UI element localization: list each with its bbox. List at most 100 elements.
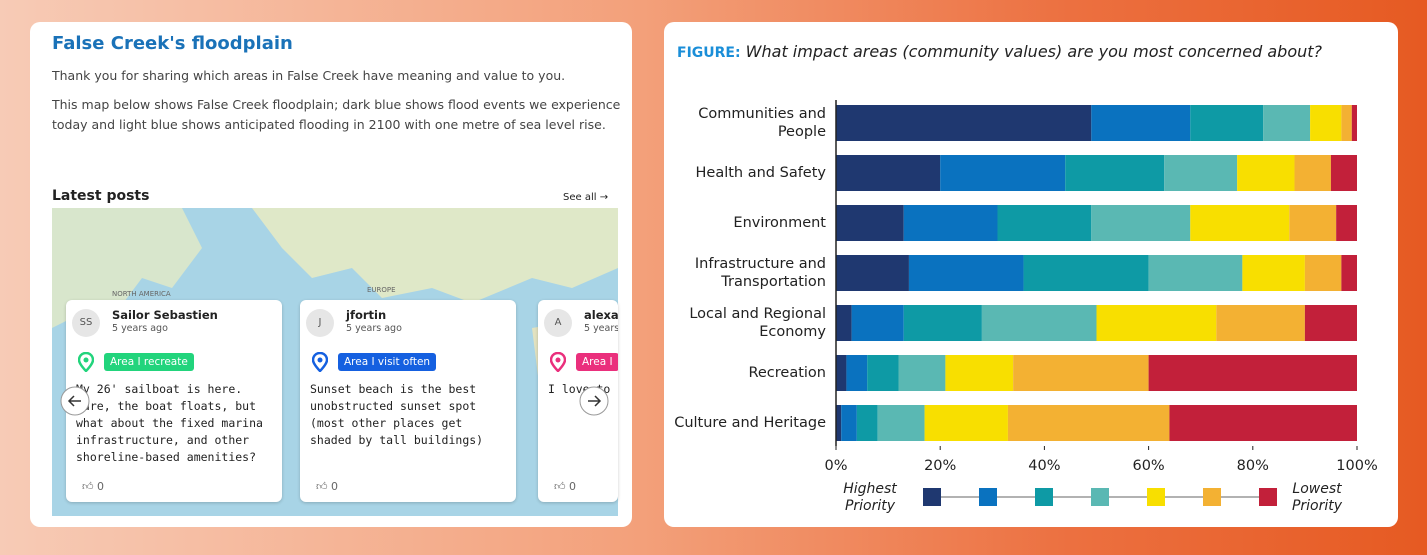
bar-segment (1190, 105, 1264, 141)
like-button[interactable]: 👍︎ 0 (82, 480, 104, 493)
map-label: EUROPE (367, 286, 396, 294)
chart-title: What impact areas (community values) are… (745, 42, 1323, 61)
bar-segment (997, 205, 1092, 241)
legend-swatch (1259, 488, 1277, 506)
like-count: 0 (331, 480, 338, 493)
paragraph: Thank you for sharing which areas in Fal… (52, 68, 566, 83)
y-tick-label: Environment (733, 215, 826, 231)
see-all-text: See all (563, 192, 597, 203)
area-tag: Area I visit often (338, 353, 437, 371)
bar-segment (1096, 305, 1217, 341)
bar-segment (1330, 155, 1357, 191)
post-card: SS Sailor Sebastien 5 years ago Area I recr… (66, 300, 282, 502)
bar-segment (1013, 355, 1149, 391)
bar-segment (836, 105, 1092, 141)
legend-swatch (1203, 488, 1221, 506)
bar-segment (836, 205, 904, 241)
legend-swatch (923, 488, 941, 506)
legend-swatch (1147, 488, 1165, 506)
section-heading: Latest posts (52, 188, 150, 204)
author-name: jfortin (346, 308, 387, 322)
map-land (52, 208, 202, 328)
bar-segment (877, 405, 925, 441)
bar-segment (846, 355, 868, 391)
like-button[interactable]: 👍︎ 0 (554, 480, 576, 493)
legend-swatch (1091, 488, 1109, 506)
bar-segment (1341, 255, 1357, 291)
pin-icon (550, 352, 566, 372)
bar-segment (903, 205, 998, 241)
figure-title: FIGURE: What impact areas (community val… (677, 42, 1377, 63)
bar-segment (981, 305, 1097, 341)
pin-icon (312, 352, 328, 372)
bar-segment (1304, 255, 1342, 291)
bar-segment (1237, 155, 1295, 191)
paragraph: This map below shows False Creek floodpl… (52, 97, 621, 132)
avatar: A (544, 309, 572, 337)
post-time: 5 years ago (584, 323, 618, 334)
bar-segment (1336, 205, 1357, 241)
bar-segment (1169, 405, 1357, 441)
bar-segment (1065, 155, 1165, 191)
bar-segment (836, 155, 941, 191)
x-tick-label: 0% (824, 458, 847, 474)
post-text: Sunset beach is the best unobstructed su… (310, 382, 484, 447)
bar-segment (924, 405, 1008, 441)
area-tag: Area I recreate (104, 353, 194, 371)
bar-segment (1023, 255, 1149, 291)
post-time: 5 years ago (346, 323, 402, 334)
bar-segment (1341, 105, 1352, 141)
bar-segment (1148, 255, 1243, 291)
bar-segment (1310, 105, 1342, 141)
bar-segment (841, 405, 857, 441)
y-tick-label: Infrastructure and Transportation (694, 256, 826, 290)
like-count: 0 (569, 480, 576, 493)
like-count: 0 (97, 480, 104, 493)
page-title: False Creek's floodplain (52, 33, 293, 54)
author-name: Sailor Sebastien (112, 308, 218, 322)
post-text: My 26' sailboat is here. Sure, the boat … (76, 382, 263, 464)
x-tick-label: 40% (1028, 458, 1060, 474)
bar-segment (903, 305, 982, 341)
bar-segment (1091, 105, 1191, 141)
pin-icon (78, 352, 94, 372)
legend-swatch (979, 488, 997, 506)
bar-segment (898, 355, 946, 391)
bar-segment (945, 355, 1014, 391)
bar-segment (940, 155, 1066, 191)
y-tick-label: Local and Regional Economy (689, 306, 826, 340)
see-all-link[interactable]: See all → (563, 192, 609, 203)
bar-segment (836, 305, 852, 341)
x-tick-label: 20% (924, 458, 956, 474)
x-tick-label: 80% (1237, 458, 1269, 474)
bar-segment (1164, 155, 1238, 191)
legend-swatch (1035, 488, 1053, 506)
bar-segment (1216, 305, 1305, 341)
bar-segment (1351, 105, 1357, 141)
bar-segment (836, 405, 842, 441)
like-button[interactable]: 👍︎ 0 (316, 480, 338, 493)
bar-segment (856, 405, 878, 441)
bar-segment (836, 355, 847, 391)
bar-segment (867, 355, 899, 391)
bar-segment (1263, 105, 1311, 141)
y-tick-label: Communities and People (698, 106, 826, 140)
figure-label: FIGURE: (677, 45, 741, 61)
map-label: NORTH AMERICA (112, 290, 171, 298)
y-tick-label: Recreation (748, 365, 826, 381)
y-tick-label: Health and Safety (695, 165, 827, 181)
bar-segment (1091, 205, 1191, 241)
bar-segment (1304, 305, 1357, 341)
x-tick-label: 60% (1132, 458, 1164, 474)
bar-segment (1190, 205, 1290, 241)
bar-segment (851, 305, 904, 341)
avatar: J (306, 309, 334, 337)
post-time: 5 years ago (112, 323, 168, 334)
bar-segment (908, 255, 1024, 291)
area-tag: Area I (576, 353, 618, 371)
legend-label: Lowest Priority (1291, 481, 1343, 514)
legend-label: Highest Priority (843, 481, 897, 514)
